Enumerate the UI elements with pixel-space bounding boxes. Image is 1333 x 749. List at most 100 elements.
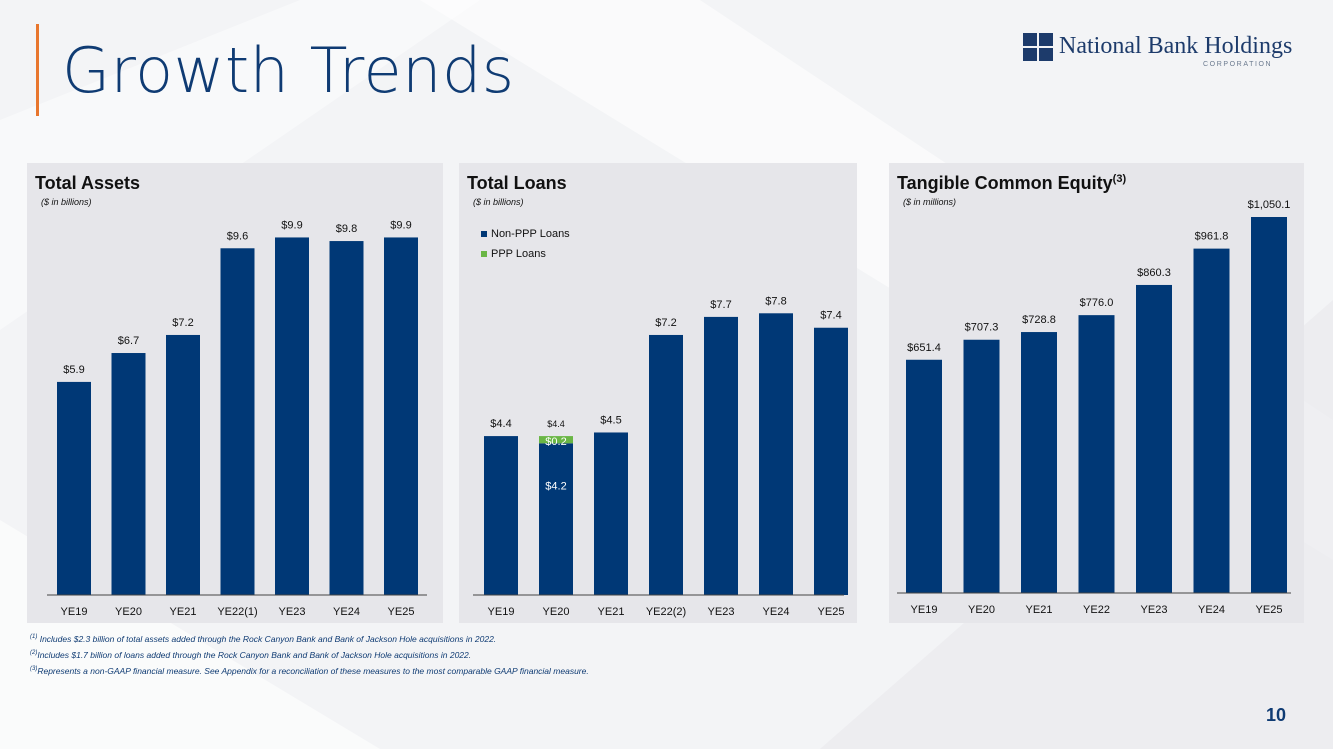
footnote-2: (2)Includes $1.7 billion of loans added … bbox=[30, 646, 589, 662]
x-tick-label: YE23 bbox=[708, 606, 735, 618]
logo-name: National Bank Holdings bbox=[1059, 33, 1293, 59]
footnote-3: (3)Represents a non-GAAP financial measu… bbox=[30, 662, 589, 678]
data-label: $860.3 bbox=[1137, 267, 1171, 279]
data-label: $776.0 bbox=[1080, 297, 1114, 309]
bar bbox=[1078, 315, 1115, 593]
footnotes: (1) Includes $2.3 billion of total asset… bbox=[30, 630, 589, 677]
bar-non-ppp bbox=[649, 334, 683, 595]
chart-title-footnote: (3) bbox=[1112, 173, 1127, 185]
x-tick-label: YE25 bbox=[818, 606, 845, 618]
x-tick-label: YE20 bbox=[115, 606, 142, 618]
data-label: $707.3 bbox=[965, 322, 999, 334]
footnote-1: (1) Includes $2.3 billion of total asset… bbox=[30, 630, 589, 646]
bar-non-ppp bbox=[539, 443, 573, 595]
footnote-text: Includes $2.3 billion of total assets ad… bbox=[37, 633, 497, 644]
bar bbox=[57, 381, 91, 595]
tangible-common-equity-panel: Tangible Common Equity(3) ($ in millions… bbox=[889, 163, 1304, 623]
x-tick-label: YE24 bbox=[763, 606, 790, 618]
chart-subtitle: ($ in billions) bbox=[473, 197, 524, 207]
x-tick-label: YE21 bbox=[1026, 604, 1053, 616]
legend-swatch bbox=[481, 231, 487, 237]
x-tick-label: YE24 bbox=[1198, 604, 1225, 616]
company-logo: National Bank Holdings CORPORATION bbox=[1023, 33, 1293, 73]
x-tick-label: YE19 bbox=[488, 606, 515, 618]
data-label: $7.2 bbox=[655, 317, 676, 329]
x-tick-label: YE23 bbox=[1141, 604, 1168, 616]
data-label: $9.9 bbox=[390, 219, 411, 231]
x-tick-label: YE22(1) bbox=[217, 606, 257, 618]
x-tick-label: YE20 bbox=[968, 604, 995, 616]
chart-title: Total Loans bbox=[467, 173, 567, 193]
data-label: $961.8 bbox=[1195, 231, 1229, 243]
chart-title: Total Assets bbox=[35, 173, 141, 193]
bar bbox=[329, 241, 364, 595]
data-label: $9.8 bbox=[336, 223, 357, 235]
data-label: $1,050.1 bbox=[1248, 199, 1291, 211]
x-tick-label: YE24 bbox=[333, 606, 360, 618]
footnote-marker: (1) bbox=[30, 634, 38, 640]
x-tick-label: YE22(2) bbox=[646, 606, 686, 618]
bar bbox=[1193, 248, 1230, 593]
total-loans-chart: $4.4 YE19 $4.4 YE20 $4.5 YE21 $7.2 YE22(2) $7.7 Y… bbox=[473, 295, 848, 618]
data-label: $9.9 bbox=[281, 219, 302, 231]
bar bbox=[220, 248, 255, 595]
tangible-common-equity-chart: $651.4 YE19 $707.3 YE20 $728.8 YE21 $776.0 YE22… bbox=[897, 199, 1291, 616]
total-assets-chart: $5.9 YE19 $6.7 YE20 $7.2 YE21 $9.6 YE22(1) $9.9 Y… bbox=[47, 219, 427, 618]
legend-label: Non-PPP Loans bbox=[491, 228, 570, 240]
segment-label-ppp: $0.2 bbox=[545, 436, 566, 448]
chart-subtitle: ($ in billions) bbox=[41, 197, 92, 207]
bar bbox=[384, 237, 418, 595]
bar-non-ppp bbox=[704, 316, 738, 595]
footnote-text: Includes $1.7 billion of loans added thr… bbox=[37, 649, 472, 660]
data-label: $4.5 bbox=[600, 414, 621, 426]
total-assets-panel: Total Assets ($ in billions) $5.9 YE19 $6.… bbox=[27, 163, 443, 623]
chart-title-text: Tangible Common Equity bbox=[897, 173, 1113, 193]
page-number: 10 bbox=[1266, 705, 1287, 725]
bar bbox=[166, 334, 200, 595]
data-label: $4.4 bbox=[547, 419, 565, 429]
logo-subtitle: CORPORATION bbox=[1203, 61, 1273, 68]
legend-label: PPP Loans bbox=[491, 248, 546, 260]
data-label: $7.7 bbox=[710, 299, 731, 311]
x-tick-label: YE19 bbox=[911, 604, 938, 616]
data-label: $9.6 bbox=[227, 230, 248, 242]
bar-non-ppp bbox=[594, 432, 628, 595]
total-loans-panel: Total Loans ($ in billions) Non-PPP Loan… bbox=[459, 163, 857, 623]
x-tick-label: YE21 bbox=[598, 606, 625, 618]
data-label: $728.8 bbox=[1022, 314, 1056, 326]
x-tick-label: YE25 bbox=[388, 606, 415, 618]
bar-non-ppp bbox=[759, 313, 793, 595]
legend-item-non-ppp: Non-PPP Loans bbox=[481, 224, 570, 244]
bar-non-ppp bbox=[484, 436, 518, 595]
legend-item-ppp: PPP Loans bbox=[481, 244, 570, 264]
data-label: $7.4 bbox=[820, 310, 841, 322]
x-tick-label: YE25 bbox=[1256, 604, 1283, 616]
footnote-text: Represents a non-GAAP financial measure.… bbox=[37, 665, 589, 676]
data-label: $5.9 bbox=[63, 364, 84, 376]
chart-title: Tangible Common Equity(3) bbox=[897, 173, 1126, 194]
data-label: $7.2 bbox=[172, 317, 193, 329]
x-tick-label: YE20 bbox=[543, 606, 570, 618]
data-label: $6.7 bbox=[118, 335, 139, 347]
data-label: $4.4 bbox=[490, 418, 511, 430]
x-tick-label: YE19 bbox=[61, 606, 88, 618]
bar bbox=[906, 359, 942, 593]
bar-non-ppp bbox=[814, 327, 848, 595]
x-tick-label: YE21 bbox=[170, 606, 197, 618]
segment-label-non-ppp: $4.2 bbox=[545, 480, 566, 492]
bar bbox=[963, 339, 1000, 593]
footnote-marker: (2) bbox=[30, 649, 38, 656]
title-accent-bar bbox=[36, 24, 39, 116]
legend-swatch bbox=[481, 251, 487, 257]
bar bbox=[1136, 284, 1172, 593]
x-tick-label: YE22 bbox=[1083, 604, 1110, 616]
x-tick-label: YE23 bbox=[279, 606, 306, 618]
page-title: Growth Trends bbox=[62, 34, 515, 107]
bar bbox=[1021, 332, 1057, 593]
bar bbox=[275, 237, 309, 595]
data-label: $7.8 bbox=[765, 295, 786, 307]
bar-ppp bbox=[539, 436, 573, 444]
data-label: $651.4 bbox=[907, 342, 941, 354]
bar bbox=[1251, 217, 1287, 593]
chart-legend: Non-PPP Loans PPP Loans bbox=[481, 224, 570, 264]
